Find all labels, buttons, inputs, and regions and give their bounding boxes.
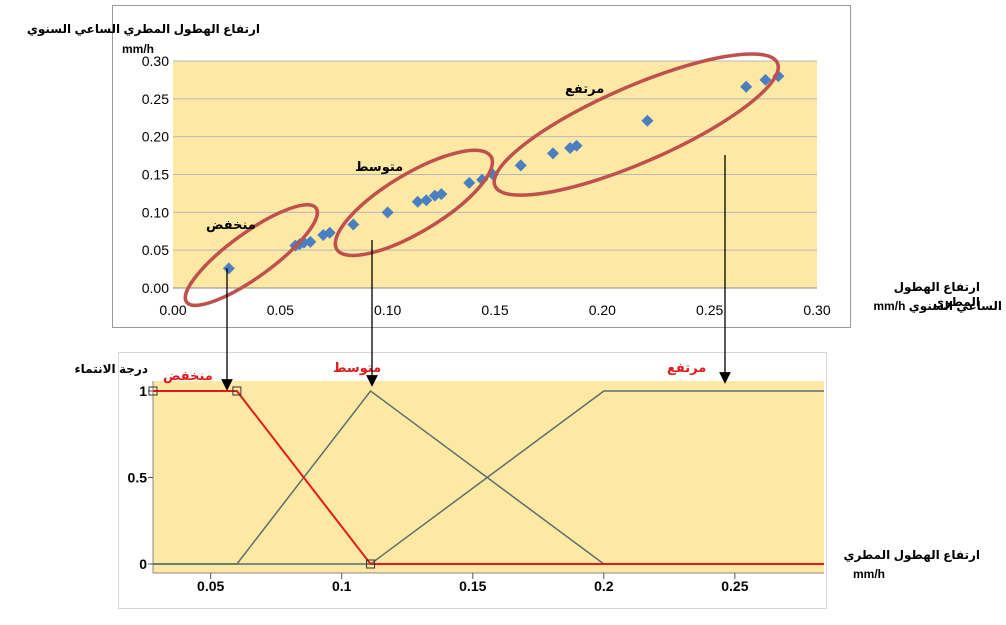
membership-series-label: مرتفع	[667, 360, 706, 375]
scatter-x-axis-label-line1: ارتفاع الهطول المطري	[893, 280, 980, 309]
scatter-point	[381, 206, 394, 219]
scatter-point	[222, 262, 235, 275]
membership-y-tick-label: 0	[139, 556, 147, 572]
cluster-ellipse	[333, 148, 495, 258]
membership-x-tick-label: 0.25	[721, 578, 748, 594]
scatter-point	[435, 188, 448, 201]
membership-x-tick-label: 0.2	[594, 578, 614, 594]
scatter-x-tick-label: 0.25	[696, 302, 723, 318]
scatter-y-axis-unit: mm/h	[122, 42, 155, 56]
membership-y-tick-label: 0.5	[128, 470, 148, 486]
membership-x-tick-label: 0.05	[197, 578, 224, 594]
scatter-point	[759, 73, 772, 86]
scatter-point	[304, 235, 317, 248]
scatter-y-tick-label: 0.10	[142, 204, 169, 220]
membership-x-axis-label: ارتفاع الهطول المطري	[843, 548, 980, 562]
scatter-x-tick-label: 0.30	[803, 302, 830, 318]
scatter-x-tick-label: 0.10	[374, 302, 401, 318]
scatter-point	[463, 176, 476, 189]
scatter-y-tick-label: 0.30	[142, 53, 169, 69]
scatter-x-tick-label: 0.20	[589, 302, 616, 318]
scatter-y-tick-label: 0.20	[142, 129, 169, 145]
membership-x-tick-label: 0.15	[459, 578, 486, 594]
scatter-y-tick-label: 0.00	[142, 280, 169, 296]
scatter-point	[514, 159, 527, 172]
membership-x-tick-label: 0.1	[332, 578, 352, 594]
scatter-point	[641, 114, 654, 127]
cluster-label: مرتفع	[565, 81, 604, 96]
scatter-y-tick-label: 0.25	[142, 91, 169, 107]
membership-series-line	[153, 390, 824, 565]
membership-series-label: منخفض	[163, 368, 213, 383]
scatter-x-tick-label: 0.05	[267, 302, 294, 318]
scatter-point	[740, 80, 753, 93]
scatter-point	[347, 218, 360, 231]
scatter-y-tick-label: 0.15	[142, 167, 169, 183]
membership-vertex-marker	[366, 559, 376, 569]
membership-vertex-marker	[232, 386, 242, 396]
scatter-y-tick-label: 0.05	[142, 242, 169, 258]
membership-y-axis-label: درجة الانتماء	[74, 362, 148, 376]
scatter-y-axis-label: ارتفاع الهطول المطري الساعي السنوي	[26, 22, 260, 36]
membership-series-label: متوسط	[333, 360, 381, 375]
scatter-point	[323, 226, 336, 239]
scatter-point	[570, 139, 583, 152]
scatter-x-axis-label-line2: الساعي السنوي mm/h	[873, 299, 1002, 313]
cluster-ellipse	[492, 52, 781, 197]
cluster-label: منخفض	[206, 217, 256, 232]
scatter-point	[546, 147, 559, 160]
cluster-label: متوسط	[355, 159, 403, 174]
membership-series-line	[153, 390, 824, 565]
membership-vertex-marker	[148, 386, 158, 396]
membership-x-axis-unit: mm/h	[853, 567, 886, 581]
scatter-point	[411, 195, 424, 208]
scatter-x-tick-label: 0.15	[481, 302, 508, 318]
cluster-ellipse	[183, 203, 320, 308]
membership-y-tick-label: 1	[139, 383, 147, 399]
scatter-x-tick-label: 0.00	[159, 302, 186, 318]
scatter-point	[420, 194, 433, 207]
